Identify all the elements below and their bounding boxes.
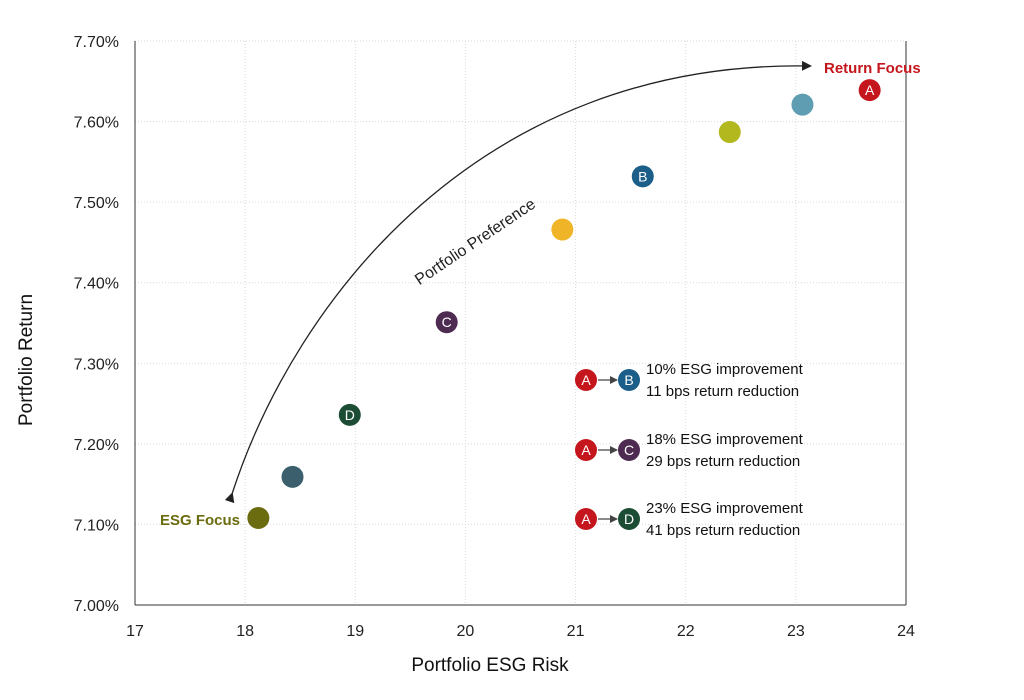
esg-focus-label: ESG Focus <box>160 512 240 529</box>
y-tick-label: 7.50% <box>74 195 119 212</box>
badge-a <box>575 369 597 391</box>
y-tick-label: 7.10% <box>74 517 119 534</box>
x-tick-label: 23 <box>787 623 805 640</box>
point-label: B <box>638 168 647 184</box>
preference-label: Portfolio Preference <box>412 196 539 289</box>
x-axis-label: Portfolio ESG Risk <box>411 655 569 676</box>
y-tick-label: 7.70% <box>74 34 119 51</box>
comparison-line-2: 11 bps return reduction <box>646 383 799 400</box>
y-tick-label: 7.40% <box>74 276 119 293</box>
badge-a <box>575 508 597 530</box>
point-d <box>338 403 361 426</box>
comparison-annotations: A B 10% ESG improvement 11 bps return reduc… <box>575 361 804 539</box>
y-axis-ticks: 7.00% 7.10% 7.20% 7.30% 7.40% 7.50% 7.60% 7.70% <box>74 34 119 615</box>
point-b <box>631 165 654 188</box>
x-tick-label: 21 <box>567 623 585 640</box>
x-tick-label: 19 <box>346 623 364 640</box>
return-focus-label: Return Focus <box>824 60 921 77</box>
data-point <box>551 218 574 241</box>
badge-label: B <box>624 372 633 388</box>
comparison-line-1: 18% ESG improvement <box>646 431 804 448</box>
x-tick-label: 20 <box>457 623 475 640</box>
data-point <box>281 465 304 488</box>
data-point <box>791 93 814 116</box>
point-a <box>858 79 881 102</box>
y-tick-label: 7.30% <box>74 356 119 373</box>
badge-label: A <box>581 511 591 527</box>
badge-label: A <box>581 372 591 388</box>
comparison-a-d: A D 23% ESG improvement 41 bps return reduc… <box>575 500 804 539</box>
badge-c <box>618 439 640 461</box>
data-point <box>718 121 741 144</box>
point-c <box>435 311 458 334</box>
comparison-a-b: A B 10% ESG improvement 11 bps return reduc… <box>575 361 804 400</box>
y-tick-label: 7.00% <box>74 598 119 615</box>
x-tick-label: 18 <box>236 623 254 640</box>
badge-a <box>575 439 597 461</box>
point-label: D <box>345 407 355 423</box>
data-point <box>247 506 270 529</box>
badge-label: D <box>624 511 634 527</box>
y-tick-label: 7.60% <box>74 115 119 132</box>
x-tick-label: 17 <box>126 623 144 640</box>
comparison-line-2: 41 bps return reduction <box>646 522 800 539</box>
x-axis-ticks: 17 18 19 20 21 22 23 24 <box>126 623 915 640</box>
preference-arrow <box>224 60 812 504</box>
plot-frame <box>134 41 907 606</box>
y-tick-label: 7.20% <box>74 437 119 454</box>
badge-label: C <box>624 442 634 458</box>
comparison-line-1: 23% ESG improvement <box>646 500 804 517</box>
y-axis-label: Portfolio Return <box>16 294 37 426</box>
comparison-line-1: 10% ESG improvement <box>646 361 804 378</box>
point-label: C <box>442 314 452 330</box>
data-points: D C B A <box>247 79 881 529</box>
x-tick-label: 22 <box>677 623 695 640</box>
comparison-a-c: A C 18% ESG improvement 29 bps return reduc… <box>575 431 804 470</box>
badge-d <box>618 508 640 530</box>
point-label: A <box>865 82 875 98</box>
badge-b <box>618 369 640 391</box>
x-tick-label: 24 <box>897 623 915 640</box>
badge-label: A <box>581 442 591 458</box>
comparison-line-2: 29 bps return reduction <box>646 453 800 470</box>
